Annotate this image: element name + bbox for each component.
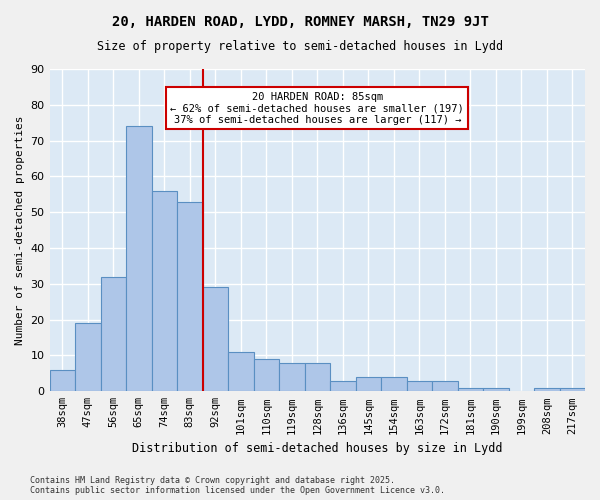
Bar (254, 359, 279, 392)
Text: 20, HARDEN ROAD, LYDD, ROMNEY MARSH, TN29 9JT: 20, HARDEN ROAD, LYDD, ROMNEY MARSH, TN2… (112, 15, 488, 29)
X-axis label: Distribution of semi-detached houses by size in Lydd: Distribution of semi-detached houses by … (132, 442, 503, 455)
Text: Size of property relative to semi-detached houses in Lydd: Size of property relative to semi-detach… (97, 40, 503, 53)
Bar (432, 380, 458, 392)
Bar (279, 362, 305, 392)
Y-axis label: Number of semi-detached properties: Number of semi-detached properties (15, 116, 25, 345)
Bar (177, 202, 203, 392)
Bar (126, 126, 152, 392)
Text: 20 HARDEN ROAD: 85sqm
← 62% of semi-detached houses are smaller (197)
37% of sem: 20 HARDEN ROAD: 85sqm ← 62% of semi-deta… (170, 92, 464, 125)
Text: Contains HM Land Registry data © Crown copyright and database right 2025.
Contai: Contains HM Land Registry data © Crown c… (30, 476, 445, 495)
Bar (203, 288, 228, 392)
Bar (50, 370, 75, 392)
Bar (483, 388, 509, 392)
Bar (458, 388, 483, 392)
Bar (152, 191, 177, 392)
Bar (534, 388, 560, 392)
Bar (330, 380, 356, 392)
Bar (407, 380, 432, 392)
Bar (560, 388, 585, 392)
Bar (228, 352, 254, 392)
Bar (356, 377, 381, 392)
Bar (75, 324, 101, 392)
Bar (381, 377, 407, 392)
Bar (101, 276, 126, 392)
Bar (305, 362, 330, 392)
